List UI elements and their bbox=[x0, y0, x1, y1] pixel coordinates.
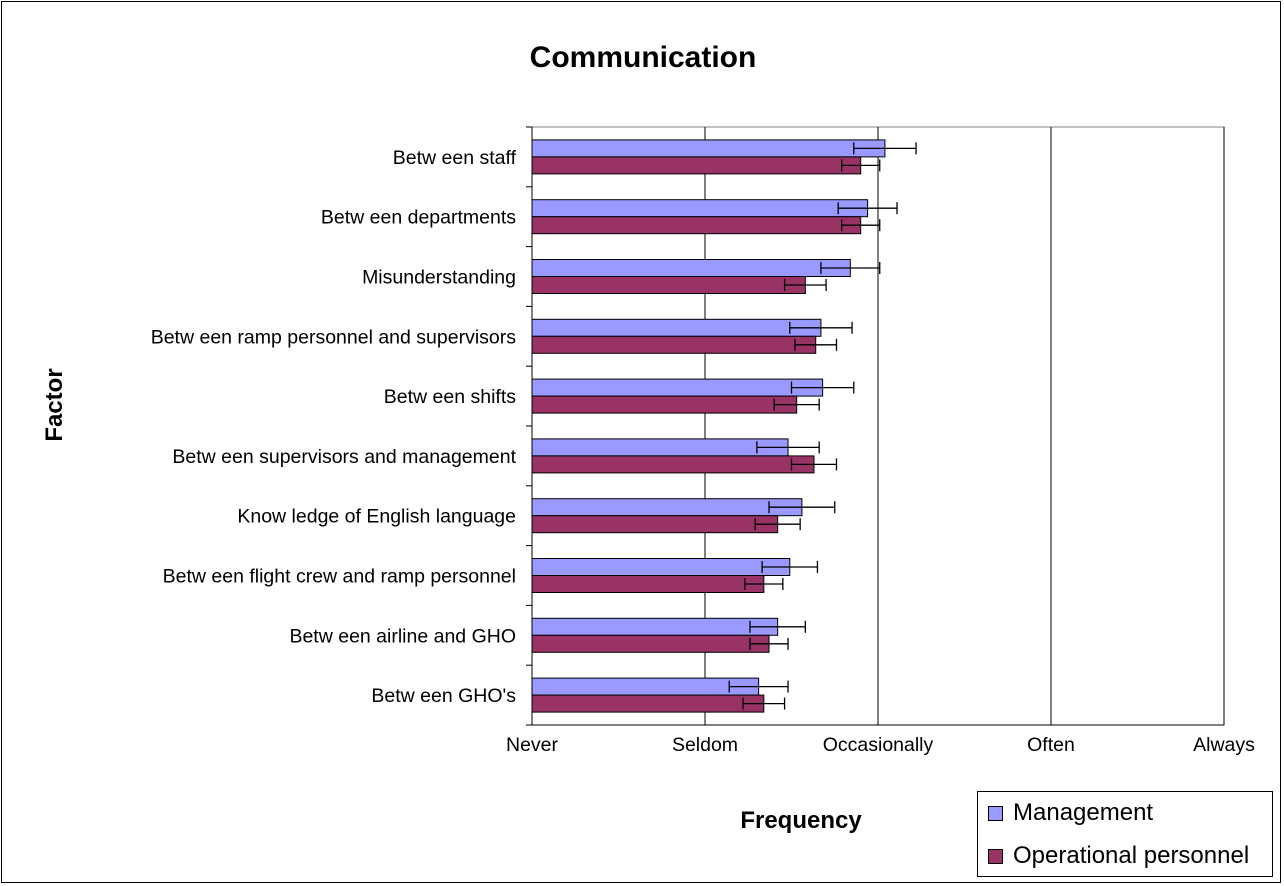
bar-operational-personnel-betw-een-supervisors-and-management bbox=[531, 455, 815, 474]
bar-operational-personnel-betw-een-shifts bbox=[531, 395, 798, 414]
x-tick-label-always: Always bbox=[1193, 734, 1255, 756]
y-axis-title: Factor bbox=[41, 368, 68, 441]
category-label-misunderstanding: Misunderstanding bbox=[362, 267, 516, 289]
category-label-betw-een-ramp-personnel-and-supervisors: Betw een ramp personnel and supervisors bbox=[151, 326, 517, 348]
legend-item-operational-personnel: Operational personnel bbox=[988, 841, 1249, 871]
chart-title: Communication bbox=[530, 41, 757, 74]
category-label-betw-een-shifts: Betw een shifts bbox=[384, 386, 516, 408]
error-bars bbox=[728, 142, 917, 710]
bar-management-betw-een-supervisors-and-management bbox=[531, 438, 789, 457]
bar-operational-personnel-betw-een-ramp-personnel-and-supervisors bbox=[531, 335, 817, 354]
bar-management-betw-een-gho-s bbox=[531, 677, 760, 696]
category-label-betw-een-staff: Betw een staff bbox=[393, 147, 517, 169]
bar-operational-personnel-betw-een-flight-crew-and-ramp-personnel bbox=[531, 575, 765, 593]
bar-operational-personnel-betw-een-gho-s bbox=[531, 694, 765, 713]
bar-management-misunderstanding bbox=[531, 259, 851, 277]
bars bbox=[531, 139, 886, 713]
x-tick-label-often: Often bbox=[1027, 734, 1075, 756]
legend-item-management: Management bbox=[988, 798, 1153, 828]
bar-management-betw-een-airline-and-gho bbox=[531, 617, 779, 636]
bar-management-betw-een-flight-crew-and-ramp-personnel bbox=[531, 558, 791, 576]
legend: Management Operational personnel bbox=[977, 791, 1273, 877]
x-tick-label-never: Never bbox=[506, 734, 559, 756]
legend-swatch-operational-personnel bbox=[988, 848, 1003, 864]
bar-operational-personnel-know-ledge-of-english-language bbox=[531, 515, 779, 534]
bar-management-betw-een-shifts bbox=[531, 378, 824, 397]
bar-management-know-ledge-of-english-language bbox=[531, 498, 803, 517]
category-label-betw-een-supervisors-and-management: Betw een supervisors and management bbox=[172, 446, 516, 468]
legend-label-management: Management bbox=[1013, 799, 1154, 826]
bar-operational-personnel-betw-een-staff bbox=[531, 156, 862, 175]
category-label-betw-een-flight-crew-and-ramp-personnel: Betw een flight crew and ramp personnel bbox=[163, 566, 516, 588]
bar-management-betw-een-staff bbox=[531, 139, 886, 158]
x-tick-label-seldom: Seldom bbox=[672, 734, 738, 756]
legend-swatch-management bbox=[988, 805, 1003, 821]
category-label-know-ledge-of-english-language: Know ledge of English language bbox=[237, 506, 516, 528]
bar-management-betw-een-departments bbox=[531, 199, 869, 218]
bar-operational-personnel-betw-een-departments bbox=[531, 216, 862, 235]
bar-operational-personnel-misunderstanding bbox=[531, 276, 806, 294]
x-axis-title: Frequency bbox=[740, 807, 862, 834]
axes bbox=[526, 126, 1224, 726]
category-label-betw-een-airline-and-gho: Betw een airline and GHO bbox=[289, 625, 516, 647]
bar-management-betw-een-ramp-personnel-and-supervisors bbox=[531, 318, 822, 337]
x-tick-labels: Never Seldom Occasionally Often Always bbox=[506, 734, 1255, 756]
x-tick-label-occasionally: Occasionally bbox=[823, 734, 934, 756]
category-label-betw-een-gho-s: Betw een GHO's bbox=[371, 685, 516, 707]
legend-label-operational-personnel: Operational personnel bbox=[1013, 842, 1250, 869]
category-labels: Betw een staff Betw een departments Misund… bbox=[151, 147, 517, 707]
category-label-betw-een-departments: Betw een departments bbox=[321, 207, 516, 229]
bar-operational-personnel-betw-een-airline-and-gho bbox=[531, 634, 770, 653]
